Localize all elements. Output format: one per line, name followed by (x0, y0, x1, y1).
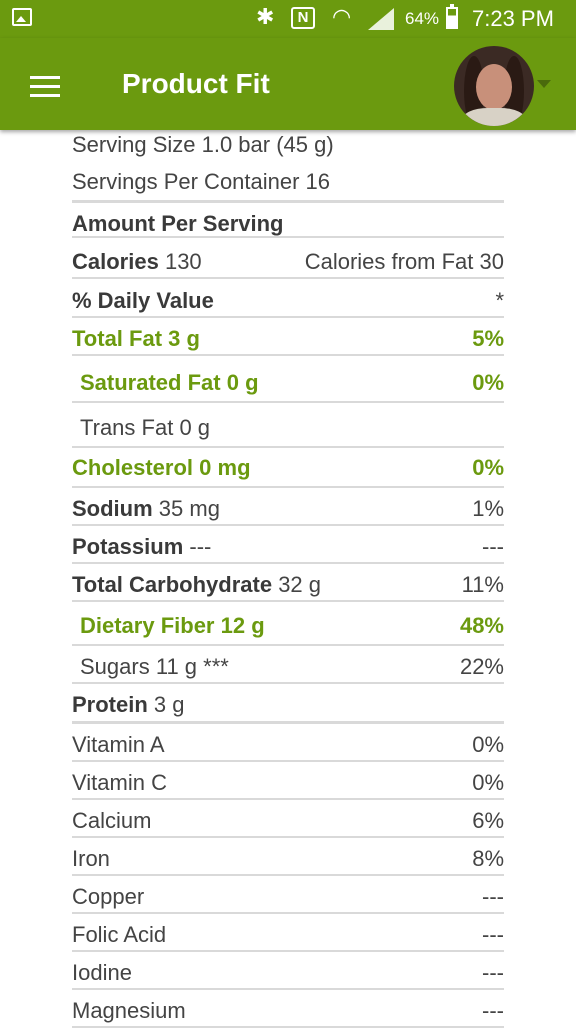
amount-per-serving-label: Amount Per Serving (72, 211, 284, 236)
nutrient-name: Protein (72, 692, 148, 717)
nutrient-name: Potassium (72, 534, 184, 559)
nutrient-name: Dietary Fiber (80, 613, 215, 638)
nutrient-name: Cholesterol (72, 455, 194, 480)
daily-value-header: % Daily Value * (72, 280, 504, 318)
nutrient-row: Potassium --- --- (72, 526, 504, 564)
vitamin-row: Iodine --- (72, 952, 504, 990)
status-bar: ✱ N ◠ 64% 7:23 PM (0, 0, 576, 38)
nutrient-dv: 1% (472, 496, 504, 521)
nutrient-name: Saturated Fat (80, 370, 221, 395)
calories-row: Calories 130 Calories from Fat 30 (72, 241, 504, 279)
nfc-icon: N (291, 7, 315, 29)
vitamin-dv: 0% (472, 732, 504, 757)
vitamin-dv: --- (482, 998, 504, 1023)
nutrient-name: Total Carbohydrate (72, 572, 273, 597)
clock: 7:23 PM (472, 6, 554, 31)
vitamin-name: Magnesium (72, 998, 186, 1023)
daily-value-mark: * (495, 288, 504, 313)
nutrient-row: Sugars 11 g *** 22% (72, 646, 504, 684)
nutrient-amount: 32 g (278, 572, 322, 597)
hamburger-menu-icon[interactable] (30, 76, 60, 98)
vitamin-row: Magnesium --- (72, 990, 504, 1028)
vitamin-row: Copper --- (72, 876, 504, 914)
nutrient-dv: 0% (472, 455, 504, 480)
battery-percent: 64% (405, 9, 440, 28)
vitamin-row: Iron 8% (72, 838, 504, 876)
avatar[interactable] (454, 46, 534, 126)
nutrient-dv: 11% (461, 572, 504, 597)
vitamin-name: Copper (72, 884, 145, 909)
nutrient-amount: 35 mg (158, 496, 220, 521)
nutrient-row: Sodium 35 mg 1% (72, 488, 504, 526)
vitamin-row: Folic Acid --- (72, 914, 504, 952)
nutrient-amount: 12 g (220, 613, 265, 638)
chevron-down-icon[interactable] (537, 80, 551, 88)
signal-icon (368, 8, 394, 30)
vitamin-dv: 0% (472, 770, 504, 795)
calories-value: 130 (164, 249, 202, 274)
nutrient-row: Total Carbohydrate 32 g 11% (72, 564, 504, 602)
amount-per-serving-row: Amount Per Serving (72, 200, 504, 238)
nutrient-row: Trans Fat 0 g (72, 403, 504, 448)
serving-size: Serving Size 1.0 bar (45 g) (72, 132, 334, 157)
daily-value-label: % Daily Value (72, 288, 214, 313)
nutrient-amount: --- (189, 534, 212, 559)
nutrient-name: Sodium (72, 496, 153, 521)
nutrient-row: Cholesterol 0 mg 0% (72, 448, 504, 488)
nutrient-amount: 0 g (179, 415, 211, 440)
vitamin-name: Iron (72, 846, 110, 871)
nutrient-name: Sugars (80, 654, 150, 679)
vitamin-row: Vitamin A 0% (72, 724, 504, 762)
vitamin-name: Vitamin C (72, 770, 167, 795)
nutrient-name: Total Fat (72, 326, 163, 351)
vitamin-dv: 6% (472, 808, 504, 833)
gallery-notification-icon (12, 8, 32, 26)
page-title: Product Fit (122, 68, 270, 99)
calories-label: Calories (72, 249, 159, 274)
nutrient-dv: --- (482, 534, 504, 559)
vitamin-name: Folic Acid (72, 922, 167, 947)
nutrient-dv: 48% (459, 613, 504, 638)
nutrient-dv: 5% (472, 326, 504, 351)
nutrient-amount: 3 g (168, 326, 200, 351)
vitamin-dv: 8% (472, 846, 504, 871)
nutrient-amount: 3 g (153, 692, 185, 717)
vitamin-row: Vitamin C 0% (72, 762, 504, 800)
nutrient-amount: 0 mg (199, 455, 251, 480)
wifi-icon: ◠ (332, 5, 352, 30)
calories-from-fat: Calories from Fat 30 (304, 249, 504, 274)
nutrient-row: Protein 3 g (72, 684, 504, 724)
app-bar: Product Fit (0, 38, 576, 130)
nutrient-amount: 0 g (226, 370, 259, 395)
nutrient-row: Dietary Fiber 12 g 48% (72, 602, 504, 646)
nutrient-row: Total Fat 3 g 5% (72, 318, 504, 356)
vitamin-name: Calcium (72, 808, 152, 833)
vitamin-dv: --- (482, 922, 504, 947)
nutrient-dv: 0% (472, 370, 504, 395)
nutrient-name: Trans Fat (80, 415, 174, 440)
vitamin-name: Vitamin A (72, 732, 165, 757)
bluetooth-icon: ✱ (256, 5, 275, 30)
nutrient-row: Saturated Fat 0 g 0% (72, 358, 504, 403)
nutrient-amount: 11 g *** (155, 654, 229, 679)
battery-icon (446, 4, 458, 29)
nutrient-dv: 22% (459, 654, 504, 679)
vitamin-dv: --- (482, 960, 504, 985)
vitamin-dv: --- (482, 884, 504, 909)
vitamin-row: Calcium 6% (72, 800, 504, 838)
servings-per-container: Servings Per Container 16 (72, 169, 331, 194)
vitamin-name: Iodine (72, 960, 132, 985)
